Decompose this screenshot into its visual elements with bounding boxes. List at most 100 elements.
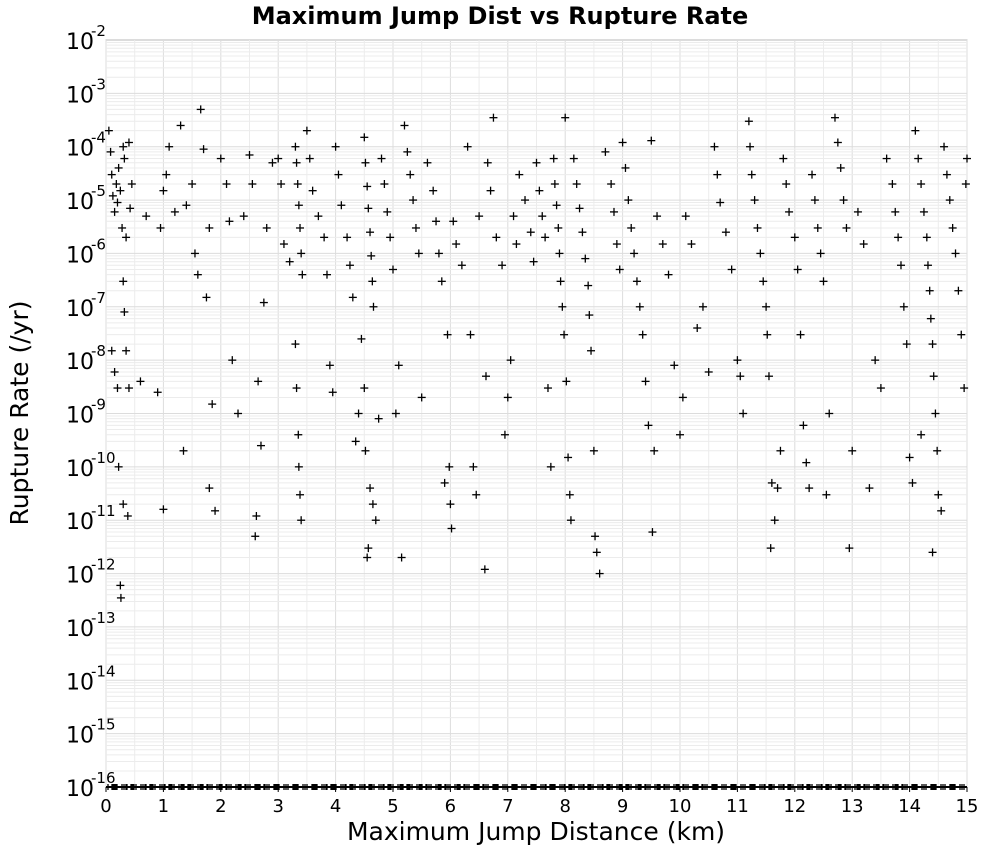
data-point [564, 453, 573, 462]
y-tick-exponent: -10 [91, 449, 116, 467]
x-tick-label: 11 [726, 796, 749, 817]
data-point [122, 233, 131, 242]
data-point [581, 254, 590, 263]
y-tick-exponent: -11 [91, 502, 116, 520]
data-point [446, 500, 455, 509]
data-point [802, 458, 811, 467]
data-point [483, 158, 492, 167]
data-point [842, 223, 851, 232]
y-tick-label: 10 [66, 30, 94, 55]
y-tick-exponent: -5 [91, 182, 106, 200]
data-point [222, 180, 231, 189]
data-point [116, 581, 125, 590]
data-point [432, 217, 441, 226]
y-tick-label: 10 [66, 350, 94, 375]
data-point [357, 334, 366, 343]
data-point [767, 478, 776, 487]
data-point [762, 302, 771, 311]
data-point [190, 249, 199, 258]
x-tick-label: 4 [330, 796, 341, 817]
data-point [940, 142, 949, 151]
data-point [848, 446, 857, 455]
data-point [591, 532, 600, 541]
data-point [498, 261, 507, 270]
y-tick-exponent: -6 [91, 235, 106, 253]
data-point [739, 409, 748, 418]
data-point [328, 388, 337, 397]
data-point [397, 553, 406, 562]
data-point [285, 257, 294, 266]
data-point [127, 180, 136, 189]
data-point [770, 516, 779, 525]
y-tick-label: 10 [66, 777, 94, 802]
data-point [808, 170, 817, 179]
data-point [475, 212, 484, 221]
data-point [658, 240, 667, 249]
data-point [119, 277, 128, 286]
x-tick-label: 6 [445, 796, 456, 817]
data-point [541, 233, 550, 242]
data-point [114, 163, 123, 172]
data-point [733, 356, 742, 365]
data-point [417, 393, 426, 402]
data-point [106, 147, 115, 156]
data-point [919, 207, 928, 216]
y-tick-label: 10 [66, 724, 94, 749]
data-point [337, 201, 346, 210]
y-tick-exponent: -4 [91, 129, 106, 147]
data-point [302, 126, 311, 135]
data-point [110, 207, 119, 216]
data-point [211, 506, 220, 515]
data-point [108, 191, 117, 200]
data-point [521, 196, 530, 205]
data-point [364, 204, 373, 213]
chart-title: Maximum Jump Dist vs Rupture Rate [252, 2, 749, 30]
x-tick-label: 3 [272, 796, 283, 817]
data-point [779, 154, 788, 163]
data-point [871, 356, 880, 365]
data-point [914, 154, 923, 163]
data-point [710, 142, 719, 151]
data-point [810, 196, 819, 205]
data-point [785, 207, 794, 216]
y-tick-exponent: -3 [91, 75, 106, 93]
x-tick-label: 1 [158, 796, 169, 817]
data-point [274, 154, 283, 163]
data-point [535, 186, 544, 195]
data-point [292, 158, 301, 167]
data-point [466, 330, 475, 339]
data-point [124, 384, 133, 393]
y-tick-label: 10 [66, 297, 94, 322]
data-point [159, 186, 168, 195]
data-point [813, 223, 822, 232]
data-point [367, 251, 376, 260]
data-point [216, 154, 225, 163]
data-point [113, 198, 122, 207]
data-point [234, 409, 243, 418]
data-point [292, 384, 301, 393]
data-point [434, 249, 443, 258]
data-point [162, 170, 171, 179]
y-tick-exponent: -2 [91, 22, 106, 40]
data-point [676, 430, 684, 439]
data-point [165, 142, 174, 151]
data-point [122, 346, 131, 355]
data-point [481, 372, 490, 381]
data-point [587, 346, 596, 355]
data-point [670, 361, 679, 370]
data-point [114, 462, 123, 471]
data-point [546, 462, 555, 471]
data-point [653, 212, 662, 221]
y-tick-exponent: -8 [91, 342, 106, 360]
data-point [569, 154, 578, 163]
data-point [277, 180, 286, 189]
data-point [142, 212, 151, 221]
data-point [764, 372, 773, 381]
data-point [322, 270, 331, 279]
data-point [503, 393, 512, 402]
data-point [374, 414, 383, 423]
data-point [951, 249, 960, 258]
data-point [713, 170, 722, 179]
data-point [929, 372, 938, 381]
data-point [923, 261, 932, 270]
